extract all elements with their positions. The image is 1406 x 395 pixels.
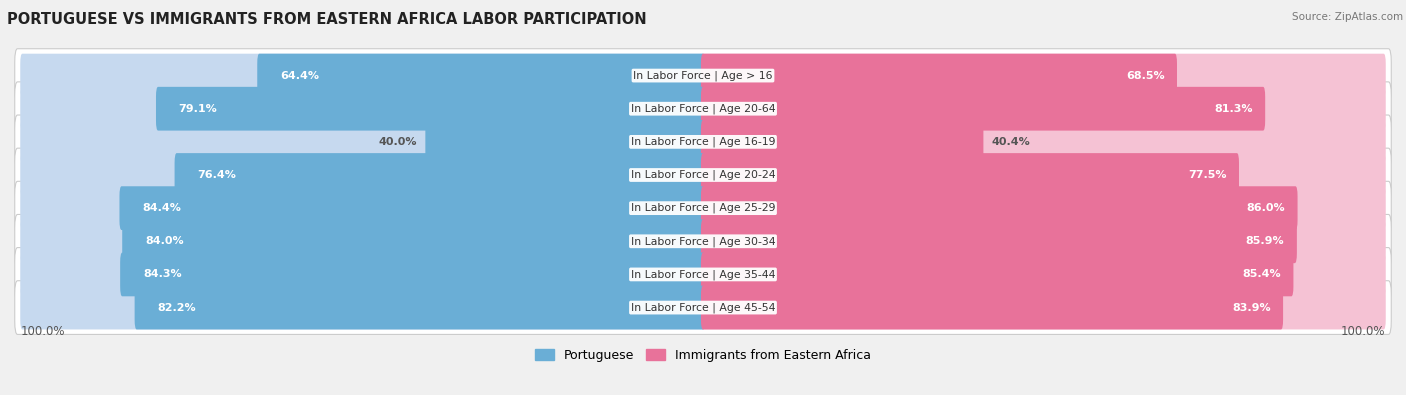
FancyBboxPatch shape [14, 214, 1392, 268]
FancyBboxPatch shape [14, 281, 1392, 335]
Text: 85.4%: 85.4% [1243, 269, 1281, 279]
FancyBboxPatch shape [20, 87, 704, 131]
FancyBboxPatch shape [702, 87, 1265, 131]
FancyBboxPatch shape [702, 87, 1386, 131]
FancyBboxPatch shape [20, 54, 704, 98]
Text: In Labor Force | Age 20-64: In Labor Force | Age 20-64 [631, 103, 775, 114]
FancyBboxPatch shape [20, 153, 704, 197]
Text: Source: ZipAtlas.com: Source: ZipAtlas.com [1292, 12, 1403, 22]
FancyBboxPatch shape [20, 120, 704, 164]
Legend: Portuguese, Immigrants from Eastern Africa: Portuguese, Immigrants from Eastern Afri… [530, 344, 876, 367]
Text: 84.4%: 84.4% [142, 203, 181, 213]
Text: 83.9%: 83.9% [1232, 303, 1271, 312]
Text: In Labor Force | Age 45-54: In Labor Force | Age 45-54 [631, 302, 775, 313]
FancyBboxPatch shape [702, 252, 1386, 296]
Text: 81.3%: 81.3% [1215, 104, 1253, 114]
Text: 84.3%: 84.3% [143, 269, 181, 279]
FancyBboxPatch shape [702, 54, 1177, 98]
FancyBboxPatch shape [14, 148, 1392, 202]
Text: 79.1%: 79.1% [179, 104, 218, 114]
Text: 64.4%: 64.4% [280, 71, 319, 81]
Text: 86.0%: 86.0% [1247, 203, 1285, 213]
FancyBboxPatch shape [156, 87, 704, 131]
FancyBboxPatch shape [702, 120, 1386, 164]
Text: In Labor Force | Age 20-24: In Labor Force | Age 20-24 [631, 170, 775, 180]
Text: 76.4%: 76.4% [197, 170, 236, 180]
Text: PORTUGUESE VS IMMIGRANTS FROM EASTERN AFRICA LABOR PARTICIPATION: PORTUGUESE VS IMMIGRANTS FROM EASTERN AF… [7, 12, 647, 27]
FancyBboxPatch shape [14, 181, 1392, 235]
FancyBboxPatch shape [14, 248, 1392, 301]
Text: 85.9%: 85.9% [1246, 236, 1285, 246]
FancyBboxPatch shape [702, 153, 1386, 197]
FancyBboxPatch shape [702, 219, 1296, 263]
FancyBboxPatch shape [426, 120, 704, 164]
Text: 40.0%: 40.0% [378, 137, 418, 147]
FancyBboxPatch shape [20, 286, 704, 329]
Text: 100.0%: 100.0% [1340, 325, 1385, 338]
FancyBboxPatch shape [702, 186, 1298, 230]
FancyBboxPatch shape [135, 286, 704, 329]
FancyBboxPatch shape [122, 219, 704, 263]
FancyBboxPatch shape [14, 49, 1392, 102]
FancyBboxPatch shape [702, 153, 1239, 197]
FancyBboxPatch shape [702, 120, 983, 164]
FancyBboxPatch shape [702, 252, 1294, 296]
Text: 40.4%: 40.4% [991, 137, 1031, 147]
Text: In Labor Force | Age 30-34: In Labor Force | Age 30-34 [631, 236, 775, 246]
Text: 77.5%: 77.5% [1188, 170, 1226, 180]
FancyBboxPatch shape [702, 219, 1386, 263]
Text: 84.0%: 84.0% [145, 236, 184, 246]
FancyBboxPatch shape [702, 286, 1284, 329]
FancyBboxPatch shape [702, 54, 1386, 98]
Text: 68.5%: 68.5% [1126, 71, 1164, 81]
Text: In Labor Force | Age 35-44: In Labor Force | Age 35-44 [631, 269, 775, 280]
FancyBboxPatch shape [257, 54, 704, 98]
Text: In Labor Force | Age 25-29: In Labor Force | Age 25-29 [631, 203, 775, 213]
FancyBboxPatch shape [702, 286, 1386, 329]
FancyBboxPatch shape [14, 82, 1392, 135]
Text: 82.2%: 82.2% [157, 303, 195, 312]
Text: In Labor Force | Age 16-19: In Labor Force | Age 16-19 [631, 137, 775, 147]
FancyBboxPatch shape [20, 252, 704, 296]
FancyBboxPatch shape [120, 186, 704, 230]
FancyBboxPatch shape [174, 153, 704, 197]
Text: 100.0%: 100.0% [21, 325, 66, 338]
FancyBboxPatch shape [14, 115, 1392, 169]
FancyBboxPatch shape [702, 186, 1386, 230]
Text: In Labor Force | Age > 16: In Labor Force | Age > 16 [633, 70, 773, 81]
FancyBboxPatch shape [20, 219, 704, 263]
FancyBboxPatch shape [120, 252, 704, 296]
FancyBboxPatch shape [20, 186, 704, 230]
